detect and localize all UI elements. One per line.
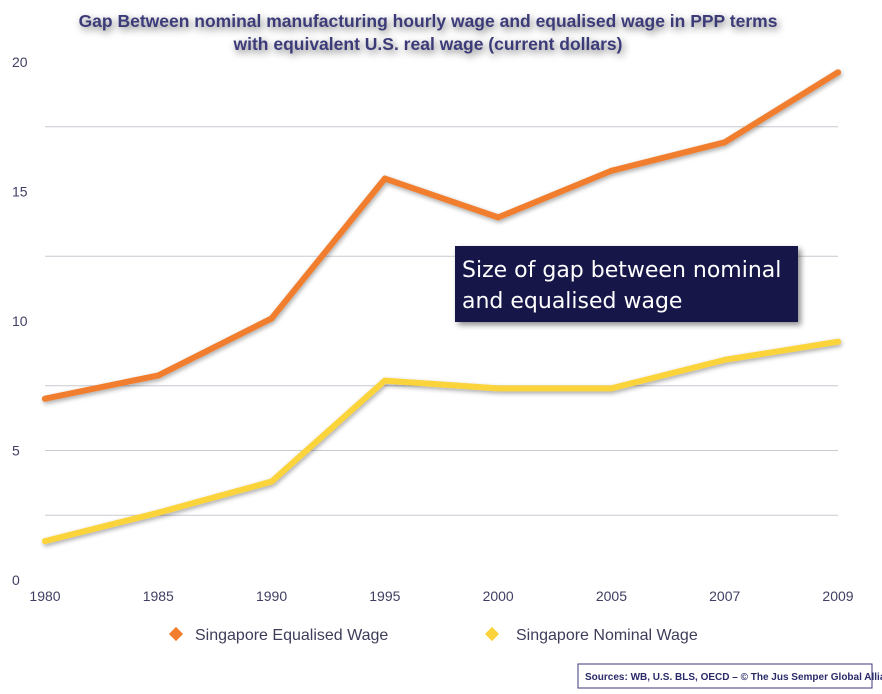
data-point (268, 478, 275, 485)
data-point (155, 509, 162, 516)
y-tick-label: 20 (12, 54, 28, 70)
chart-title-line1: Gap Between nominal manufacturing hourly… (79, 11, 778, 31)
source-box (577, 663, 873, 689)
gap-annotation-box (455, 246, 798, 322)
gap-annotation-line2: and equalised wage (462, 289, 682, 314)
x-tick-label: 1990 (256, 588, 287, 604)
legend-item-nominal: Singapore Nominal Wage (484, 626, 698, 644)
data-point (721, 139, 728, 146)
legend-marker-nominal-icon (484, 626, 500, 642)
data-point (495, 385, 502, 392)
data-point (155, 372, 162, 379)
data-point (42, 395, 48, 402)
x-tick-label: 2005 (596, 588, 627, 604)
data-point (835, 69, 841, 76)
x-tick-label: 2007 (709, 588, 740, 604)
data-point (608, 385, 615, 392)
series-lines (42, 69, 841, 545)
legend-label-nominal: Singapore Nominal Wage (516, 627, 698, 644)
chart-title-line2: with equivalent U.S. real wage (current … (233, 34, 623, 54)
y-tick-label: 5 (12, 443, 20, 459)
data-point (42, 538, 48, 545)
x-tick-label: 1985 (143, 588, 174, 604)
data-point (381, 175, 388, 182)
x-tick-label: 2000 (483, 588, 514, 604)
legend-marker-equalised-icon (168, 626, 184, 642)
series-line-equalised (42, 69, 841, 402)
gap-annotation: Size of gap between nominal and equalise… (455, 246, 798, 322)
chart-title: Gap Between nominal manufacturing hourly… (79, 11, 778, 54)
data-point (495, 214, 502, 221)
x-axis-ticks: 1980 1985 1990 1995 2000 2005 2007 2009 (29, 588, 853, 604)
data-point (381, 377, 388, 384)
x-tick-label: 1995 (369, 588, 400, 604)
y-tick-label: 10 (12, 313, 28, 329)
series-line-nominal (42, 338, 841, 545)
source-note: Sources: WB, U.S. BLS, OECD – © The Jus … (577, 663, 882, 689)
y-tick-label: 0 (12, 572, 20, 588)
y-axis-ticks: 0 5 10 15 20 (12, 54, 28, 588)
x-tick-label: 1980 (29, 588, 60, 604)
data-point (835, 338, 841, 345)
data-point (268, 315, 275, 322)
legend: Singapore Equalised Wage Singapore Nomin… (168, 626, 698, 644)
data-point (721, 356, 728, 363)
legend-label-equalised: Singapore Equalised Wage (195, 627, 388, 644)
gap-annotation-line1: Size of gap between nominal (462, 258, 781, 283)
source-text: Sources: WB, U.S. BLS, OECD – © The Jus … (585, 672, 882, 683)
x-tick-label: 2009 (822, 588, 853, 604)
data-point (608, 167, 615, 174)
y-tick-label: 15 (12, 184, 28, 200)
legend-item-equalised: Singapore Equalised Wage (168, 626, 388, 644)
